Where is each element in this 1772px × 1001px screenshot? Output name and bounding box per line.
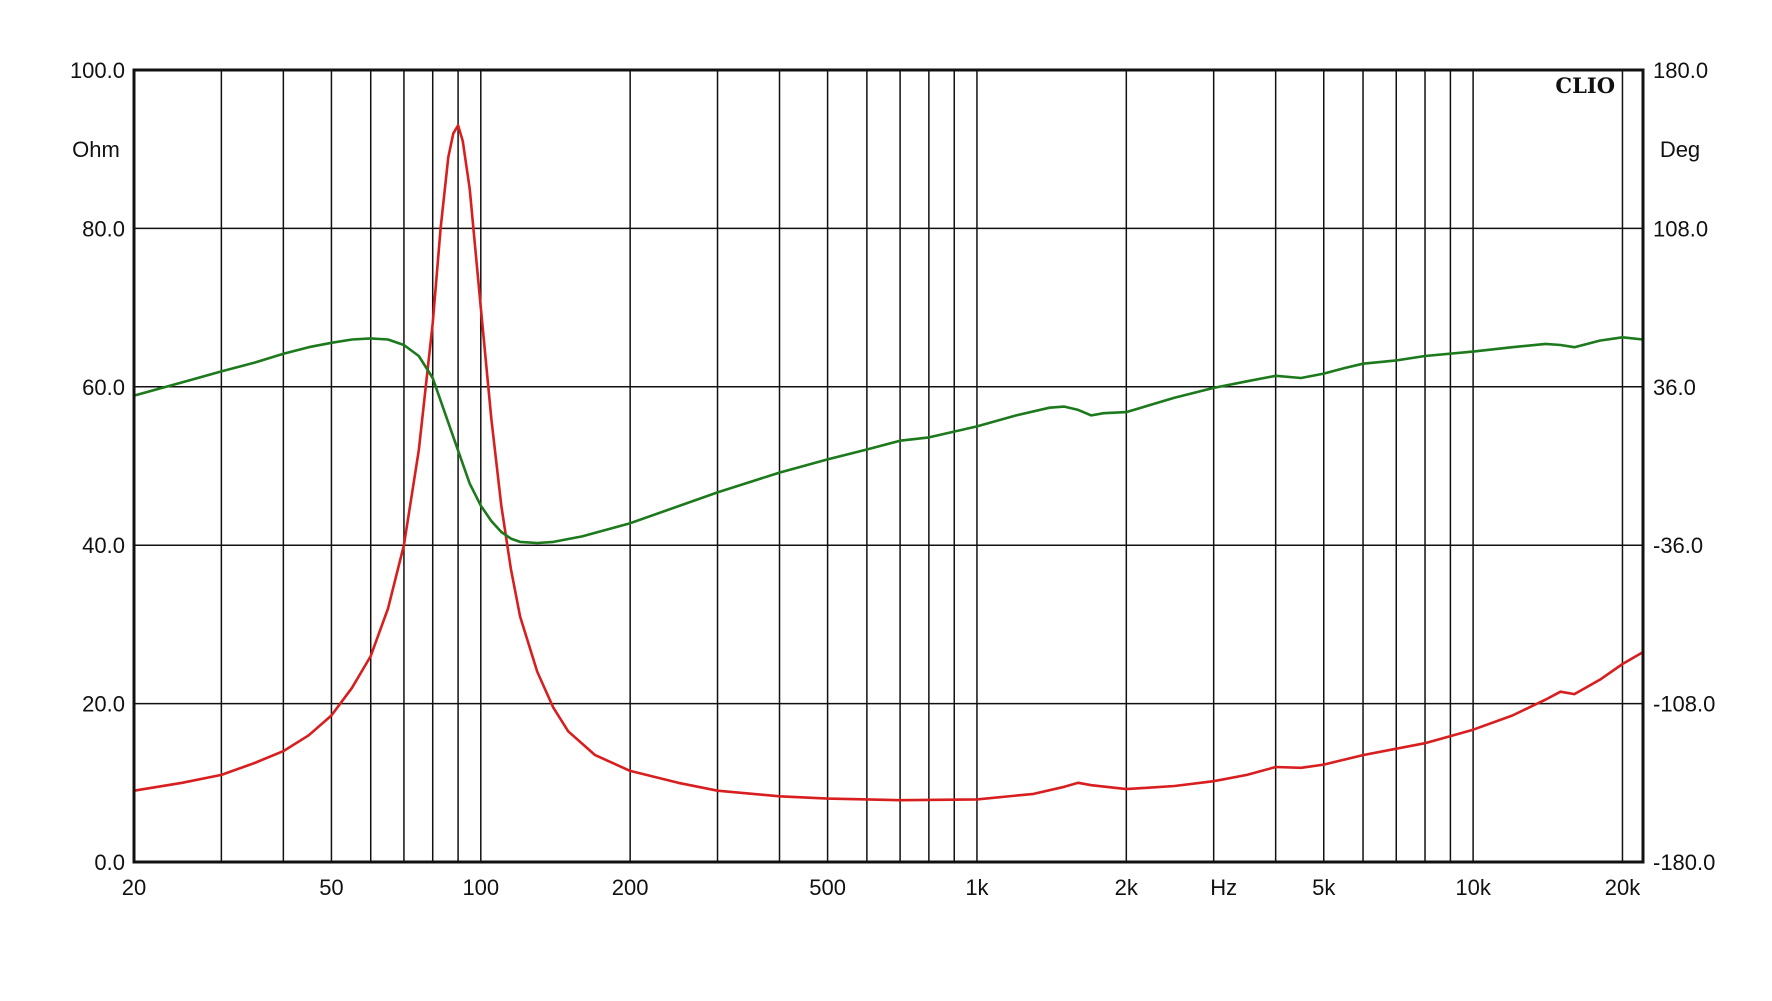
impedance-curve [132,124,1645,802]
data-series [132,124,1645,802]
x-tick-label: 10k [1455,875,1491,900]
y-tick-label-right: 36.0 [1653,375,1696,400]
y-tick-label-left: 100.0 [70,58,125,83]
y-tick-label-right: -108.0 [1653,692,1715,717]
y-tick-label-right: 180.0 [1653,58,1708,83]
y-tick-label-right: -180.0 [1653,850,1715,875]
tick-labels: 20 50 100 200 500 1k 2k 5k 10k 20k 0.0 20.0 40.0 60.0… [70,58,1715,900]
y-tick-label-right: 108.0 [1653,216,1708,241]
x-tick-label: 50 [319,875,343,900]
y-tick-label-left: 0.0 [94,850,125,875]
x-tick-label: 1k [965,875,989,900]
x-tick-label: 100 [462,875,499,900]
brand-logo: CLIO [1555,73,1615,98]
x-tick-label: 200 [612,875,649,900]
x-tick-label: 2k [1115,875,1139,900]
y-tick-label-right: -36.0 [1653,533,1703,558]
phase-curve [132,336,1645,545]
y-axis-label-right: Deg [1660,137,1700,162]
x-tick-label: 5k [1312,875,1336,900]
y-tick-label-left: 80.0 [82,216,125,241]
y-tick-label-left: 20.0 [82,692,125,717]
plot-frame [132,68,1645,864]
x-axis-label: Hz [1210,875,1237,900]
x-tick-label: 500 [809,875,846,900]
y-axis-label-left: Ohm [72,137,120,162]
x-tick-label: 20k [1605,875,1641,900]
grid-lines [134,70,1643,862]
x-tick-label: 20 [122,875,146,900]
y-tick-label-left: 40.0 [82,533,125,558]
y-tick-label-left: 60.0 [82,375,125,400]
